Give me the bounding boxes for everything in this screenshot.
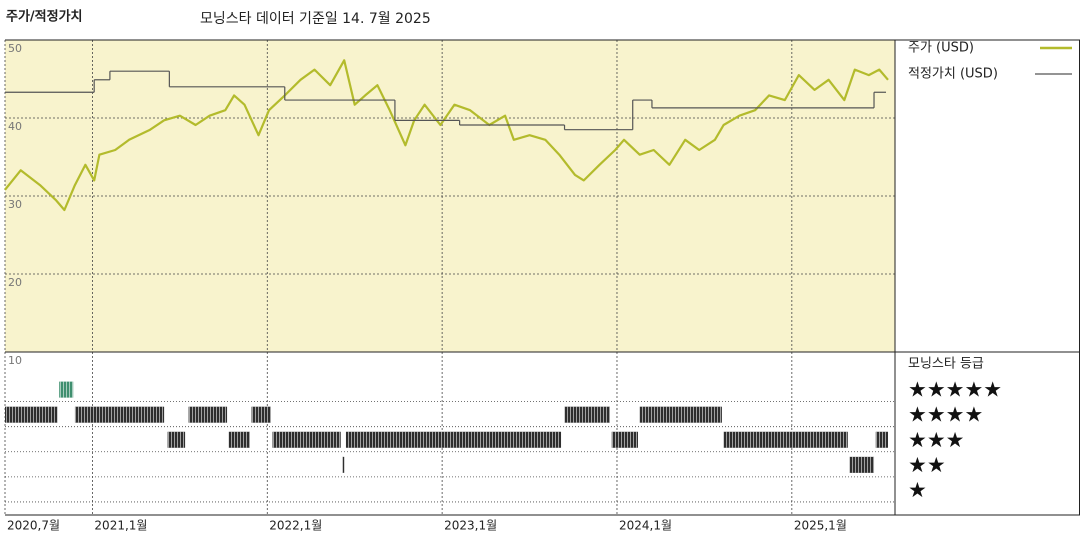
legend-label: 적정가치 (USD) — [908, 67, 998, 82]
bar-texture — [272, 431, 341, 448]
bar-texture — [251, 406, 271, 423]
y-tick-label: 10 — [8, 354, 22, 367]
bar-texture — [5, 406, 58, 423]
bar-texture — [342, 456, 345, 473]
x-tick-label: 2025,1월 — [794, 519, 847, 533]
bar-texture — [564, 406, 610, 423]
price-line — [4, 59, 889, 212]
x-tick-label: 2020,7월 — [7, 519, 60, 533]
bar-texture — [228, 431, 250, 448]
bar-texture — [639, 406, 722, 423]
x-tick-label: 2023,1월 — [444, 519, 497, 533]
rating-label: ★★★★ — [908, 403, 983, 427]
chart-subtitle: 모닝스타 데이터 기준일 14. 7월 2025 — [200, 11, 431, 27]
legend-label: 주가 (USD) — [908, 41, 974, 56]
bar-texture — [875, 431, 889, 448]
bar-texture — [611, 431, 638, 448]
legend-title: 모닝스타 등급 — [908, 357, 984, 372]
rating-label: ★★★★★ — [908, 378, 1002, 402]
y-tick-label: 40 — [8, 120, 22, 133]
y-tick-label: 30 — [8, 198, 22, 211]
rating-label: ★ — [908, 478, 927, 502]
bar-texture — [188, 406, 228, 423]
chart-title: 주가/적정가치 — [6, 9, 83, 25]
bar-texture — [74, 406, 165, 423]
bar-texture — [167, 431, 186, 448]
y-tick-label: 50 — [8, 42, 22, 55]
x-tick-label: 2021,1월 — [94, 519, 147, 533]
bar-texture — [345, 431, 562, 448]
y-tick-label: 20 — [8, 276, 22, 289]
bar-texture — [849, 456, 875, 473]
bar-texture — [723, 431, 848, 448]
x-tick-label: 2022,1월 — [269, 519, 322, 533]
x-tick-label: 2024,1월 — [619, 519, 672, 533]
rating-label: ★★★ — [908, 428, 964, 452]
rating-label: ★★ — [908, 453, 946, 477]
bar-texture — [59, 381, 74, 398]
